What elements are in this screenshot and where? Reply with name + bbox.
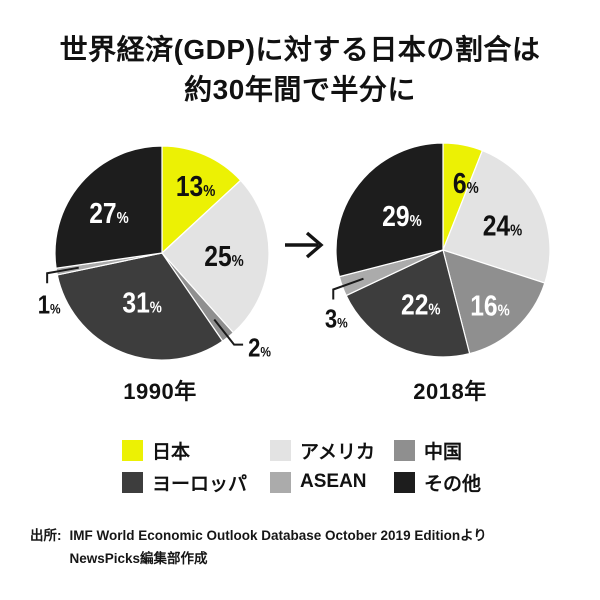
slice-value-label-others: 29% [382, 200, 421, 232]
slice-value-label-china: 2% [248, 334, 271, 363]
legend-label-america: アメリカ [300, 441, 376, 463]
legend-item-others: その他 [394, 471, 482, 495]
legend-label-asean: ASEAN [300, 471, 367, 492]
slice-value-label-america: 25% [204, 240, 243, 272]
slice-value-label-america: 24% [483, 210, 522, 242]
slice-value-label-japan: 13% [176, 170, 215, 202]
legend: 日本 アメリカ 中国 ヨーロッパ ASEAN その他 [122, 439, 482, 495]
pie-slice-others [335, 142, 444, 278]
legend-swatch-asean [270, 471, 291, 493]
legend-item-asean: ASEAN [270, 471, 394, 493]
callout-line-china [213, 318, 244, 346]
legend-item-japan: 日本 [122, 439, 270, 463]
slice-value-label-europe: 22% [401, 289, 440, 321]
arrow-right-icon [285, 231, 324, 259]
slice-value-label-asean: 3% [325, 305, 348, 334]
pie-slice-china [442, 249, 546, 355]
source-text: IMF World Economic Outlook Database Octo… [70, 524, 487, 570]
title-line1: 世界経済(GDP)に対する日本の割合は [59, 34, 541, 65]
legend-item-america: アメリカ [270, 439, 394, 463]
legend-swatch-china [394, 439, 415, 461]
pie-slice-america [161, 179, 270, 334]
source-prefix: 出所: [30, 528, 62, 543]
legend-swatch-europe [122, 471, 143, 493]
legend-item-europe: ヨーロッパ [122, 471, 270, 495]
legend-label-japan: 日本 [152, 441, 191, 463]
year-label-1990: 1990年 [123, 379, 197, 404]
legend-label-china: 中国 [424, 441, 463, 463]
legend-label-europe: ヨーロッパ [152, 473, 248, 495]
title-line2: 約30年間で半分に [184, 74, 416, 105]
year-label-2018: 2018年 [413, 379, 487, 404]
slice-value-label-japan: 6% [453, 167, 479, 199]
legend-swatch-america [270, 439, 291, 461]
callout-line-asean [46, 266, 79, 284]
slice-value-label-china: 16% [470, 290, 509, 322]
source-line2: NewsPicks編集部作成 [69, 551, 208, 566]
pie-chart-2018: 6%24% 16% 22% 3% 29% [325, 142, 551, 358]
legend-swatch-others [394, 471, 415, 493]
legend-label-others: その他 [424, 473, 482, 495]
source-line1: IMF World Economic Outlook Database Octo… [69, 528, 487, 543]
slice-value-label-europe: 31% [122, 287, 161, 319]
slice-value-label-asean: 1% [38, 291, 61, 320]
pie-slice-others [54, 145, 163, 269]
callout-line-asean [332, 277, 364, 300]
pie-slice-europe [345, 249, 471, 358]
slice-value-label-others: 27% [89, 197, 128, 229]
pie-slice-japan [161, 145, 242, 255]
pie-slice-europe [56, 252, 224, 361]
source-note: 出所: IMF World Economic Outlook Database … [30, 524, 590, 570]
pie-chart-1990: 13% 25% 2% 31% 1% 27% [38, 145, 271, 363]
legend-item-china: 中国 [394, 439, 481, 463]
pie-slice-america [442, 149, 551, 284]
page-title: 世界経済(GDP)に対する日本の割合は 約30年間で半分に [0, 30, 600, 110]
legend-swatch-japan [122, 439, 143, 461]
